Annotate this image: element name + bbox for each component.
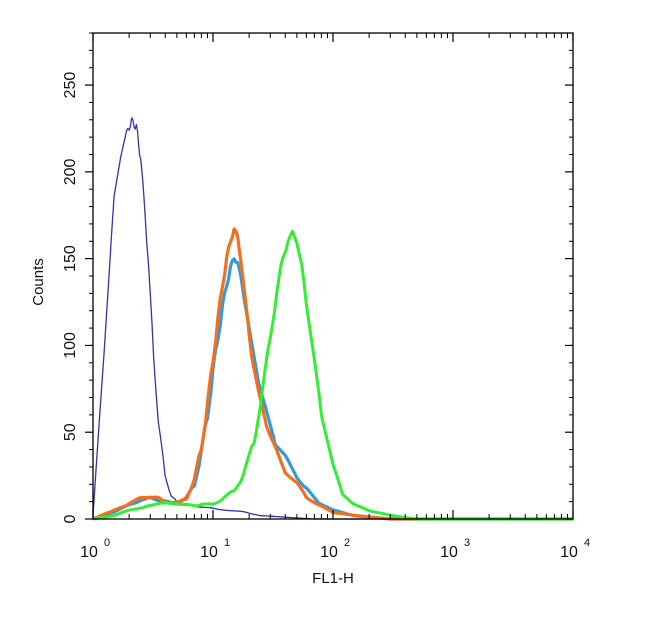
y-tick-label: 100	[62, 332, 79, 359]
series-curve-2	[92, 257, 573, 521]
plot-frame	[92, 32, 574, 520]
x-tick-label: 10	[80, 544, 98, 561]
x-tick-exponent: 4	[584, 537, 590, 549]
y-tick-label: 0	[62, 514, 79, 523]
x-axis-label: FL1-H	[312, 570, 354, 587]
y-tick-label: 150	[62, 245, 79, 272]
x-tick-exponent: 3	[464, 537, 470, 549]
x-tick-exponent: 2	[344, 537, 350, 549]
x-tick-exponent: 1	[224, 537, 230, 549]
series-curves	[92, 117, 573, 521]
y-axis-ticks: 0 50 100 150 200 250	[62, 32, 573, 523]
x-tick-label: 10	[440, 544, 458, 561]
y-tick-label: 200	[62, 158, 79, 185]
x-tick-label: 10	[320, 544, 338, 561]
x-tick-label: 10	[560, 544, 578, 561]
y-tick-label: 250	[62, 72, 79, 99]
y-axis-label: Counts	[30, 258, 47, 306]
y-tick-label: 50	[62, 423, 79, 441]
x-tick-label: 10	[200, 544, 218, 561]
x-tick-exponent: 0	[104, 537, 110, 549]
x-axis-ticks: 10 0 10 1 10 2 10 3 10 4	[80, 33, 590, 561]
